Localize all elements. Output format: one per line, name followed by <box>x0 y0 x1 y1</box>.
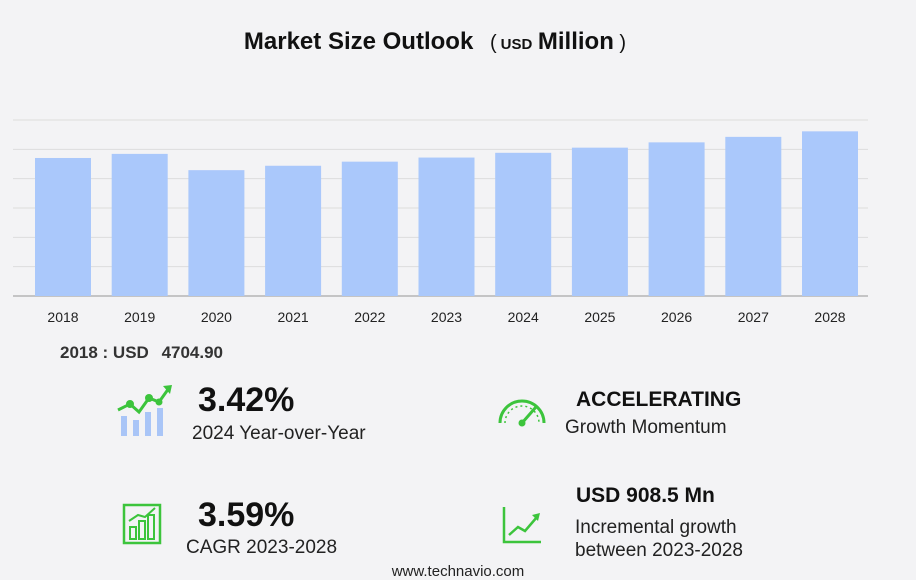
unit-close: ) <box>619 32 627 54</box>
x-tick-2028: 2028 <box>814 309 845 325</box>
x-tick-2018: 2018 <box>47 309 78 325</box>
x-tick-2019: 2019 <box>124 309 155 325</box>
stat-cagr-caption: CAGR 2023-2028 <box>186 537 337 560</box>
x-tick-2026: 2026 <box>661 309 692 325</box>
bar-2028 <box>802 131 858 296</box>
market-size-bar-chart: 2018 2019 2020 2021 2022 2023 2024 2025 2026 2027… <box>13 119 868 325</box>
stat-yoy-label: 2024 Year-over-Year <box>192 423 366 444</box>
bar-2023 <box>418 157 475 296</box>
title-unit: (USD Million ) <box>489 28 627 55</box>
bar-2021 <box>265 165 322 296</box>
stat-yoy: 3.42% <box>198 383 294 417</box>
x-tick-2027: 2027 <box>738 309 769 325</box>
unit-scale: Million <box>537 28 614 55</box>
source-url: www.technavio.com <box>391 563 525 580</box>
bar-2026 <box>648 142 705 296</box>
stat-incremental-value: USD 908.5 Mn <box>576 484 715 507</box>
stat-cagr: 3.59% <box>198 498 294 532</box>
base-value-number: 4704.90 <box>161 343 224 362</box>
stat-cagr-label: CAGR 2023-2028 <box>186 537 338 558</box>
stat-momentum-label: Growth Momentum <box>565 417 727 438</box>
stat-yoy-caption: 2024 Year-over-Year <box>192 423 366 446</box>
stat-incremental-caption: Incremental growth between 2023-2028 <box>575 517 743 563</box>
stat-momentum-caption: Growth Momentum <box>565 417 727 440</box>
bar-2022 <box>341 161 398 296</box>
x-tick-2020: 2020 <box>201 309 232 325</box>
bar-2019 <box>111 153 168 296</box>
stat-incremental-label-1: Incremental growth <box>575 517 737 538</box>
stat-momentum-value: ACCELERATING <box>576 388 742 411</box>
unit-open: ( <box>489 32 497 54</box>
line-growth-icon <box>502 507 541 544</box>
x-tick-2022: 2022 <box>354 309 385 325</box>
bar-2020 <box>188 170 245 296</box>
bars <box>35 131 858 296</box>
base-value-label: 2018 : USD <box>60 343 149 362</box>
stat-momentum: ACCELERATING <box>576 388 741 411</box>
x-tick-2023: 2023 <box>431 309 462 325</box>
stat-yoy-value: 3.42% <box>198 381 295 419</box>
unit-currency: USD <box>500 36 533 53</box>
x-tick-2021: 2021 <box>278 309 309 325</box>
stat-incremental-label-2: between 2023-2028 <box>575 539 743 561</box>
x-tick-2024: 2024 <box>508 309 539 325</box>
stat-cagr-value: 3.59% <box>198 496 295 534</box>
x-tick-labels: 2018 2019 2020 2021 2022 2023 2024 2025 2026 2027… <box>47 309 845 325</box>
trend-bars-icon <box>117 385 172 436</box>
speedometer-icon <box>498 399 546 427</box>
bar-2024 <box>495 152 552 296</box>
stat-incremental: USD 908.5 Mn <box>576 484 715 507</box>
bar-2027 <box>725 136 782 296</box>
bar-2025 <box>571 147 628 296</box>
chart-title: Market Size Outlook (USD Million ) <box>0 28 870 56</box>
x-tick-2025: 2025 <box>584 309 615 325</box>
bar-2018 <box>35 157 91 296</box>
base-value: 2018 : USD 4704.90 <box>60 343 223 363</box>
bar-growth-icon <box>122 503 162 545</box>
title-main: Market Size Outlook <box>243 28 474 55</box>
